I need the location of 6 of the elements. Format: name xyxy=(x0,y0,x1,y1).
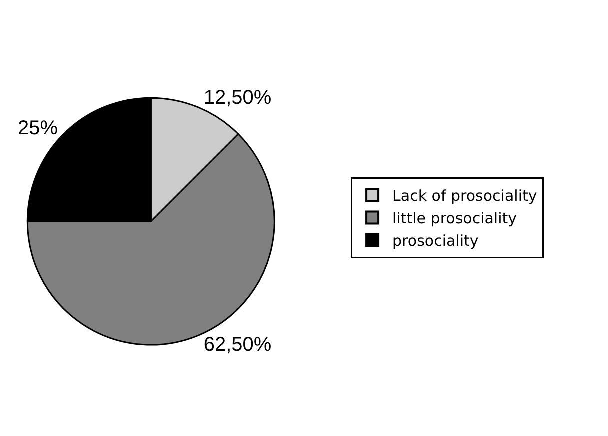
legend-label: little prosociality xyxy=(392,210,518,228)
legend-label: prosociality xyxy=(392,232,479,250)
data-label: 12,50% xyxy=(204,87,272,110)
data-label: 62,50% xyxy=(204,334,272,356)
data-label: 25% xyxy=(18,118,58,140)
legend-label: Lack of prosociality xyxy=(392,187,538,206)
